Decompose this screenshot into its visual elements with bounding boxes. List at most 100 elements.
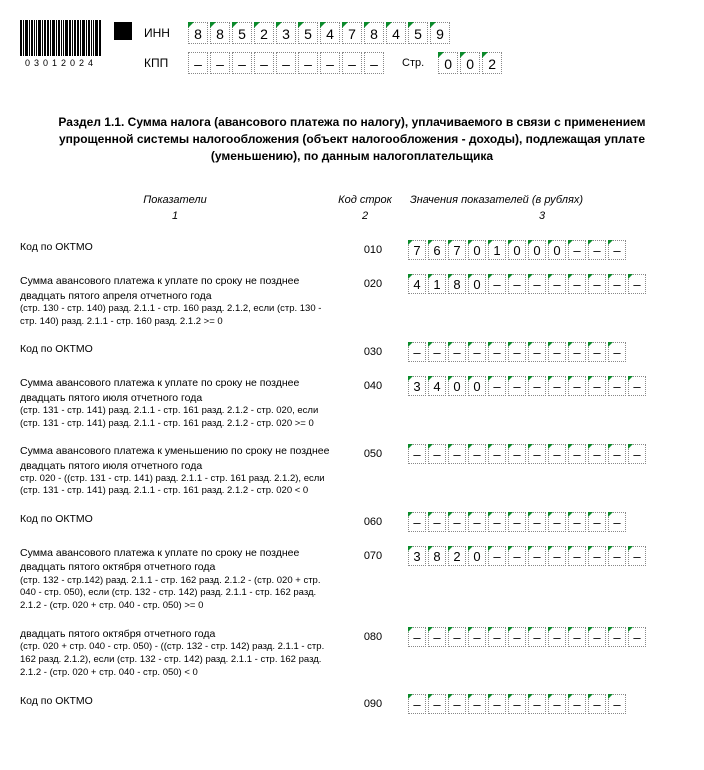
value-cell: – [588,546,606,566]
row-code: 030 [338,342,408,358]
value-cell: – [428,627,446,647]
row-code: 060 [338,512,408,528]
value-cell: 0 [468,376,486,396]
barcode-bars [20,20,102,56]
cell: 8 [364,22,384,44]
row-code: 010 [338,240,408,256]
data-rows: Код по ОКТМО01076701000–––Сумма авансово… [20,240,684,713]
value-cell: – [568,546,586,566]
value-cell: – [448,512,466,532]
cell: – [254,52,274,74]
kpp-cells: ––––––––– [188,52,384,74]
value-cell: – [588,512,606,532]
data-row: Код по ОКТМО090––––––––––– [20,694,684,714]
barcode: 03012024 [20,20,102,68]
value-cell: – [428,342,446,362]
cell: 4 [386,22,406,44]
col-num-1: 1 [20,210,330,222]
value-cell: – [468,342,486,362]
value-cell: – [508,694,526,714]
cell: – [188,52,208,74]
cell: – [342,52,362,74]
value-cell: – [488,444,506,464]
value-cell: – [608,627,626,647]
cell: 0 [460,52,480,74]
row-code: 050 [338,444,408,460]
data-row: Сумма авансового платежа к уплате по сро… [20,376,684,430]
col-num-2: 2 [330,210,400,222]
data-row: Сумма авансового платежа к уплате по сро… [20,274,684,328]
value-cells: 3820–––––––– [408,546,684,566]
col-header-3: Значения показателей (в рублях) [400,194,684,206]
row-label: Код по ОКТМО [20,694,338,708]
value-cell: – [608,274,626,294]
cell: – [364,52,384,74]
value-cell: – [608,376,626,396]
value-cell: – [508,444,526,464]
value-cell: – [588,274,606,294]
value-cell: – [508,376,526,396]
value-cell: 4 [408,274,426,294]
row-code: 020 [338,274,408,290]
row-label: Сумма авансового платежа к уплате по сро… [20,376,338,430]
cell: 5 [298,22,318,44]
value-cell: – [508,512,526,532]
value-cell: – [568,694,586,714]
section-title: Раздел 1.1. Сумма налога (авансового пла… [40,114,664,164]
row-code: 040 [338,376,408,392]
page-label: Стр. [402,57,424,69]
barcode-number: 03012024 [25,58,97,68]
value-cell: – [468,512,486,532]
cell: 4 [320,22,340,44]
value-cell: – [548,627,566,647]
value-cell: – [608,694,626,714]
value-cell: – [428,444,446,464]
value-cell: 0 [448,376,466,396]
value-cell: – [568,342,586,362]
col-header-1: Показатели [20,194,330,206]
value-cell: 0 [468,240,486,260]
value-cell: – [588,376,606,396]
value-cell: – [608,240,626,260]
value-cells: –––––––––––– [408,627,684,647]
value-cell: – [508,274,526,294]
value-cell: – [628,546,646,566]
value-cell: 8 [448,274,466,294]
value-cells: ––––––––––– [408,342,684,362]
value-cells: 3400–––––––– [408,376,684,396]
value-cell: 0 [508,240,526,260]
value-cell: – [548,274,566,294]
cell: 2 [482,52,502,74]
value-cell: – [448,342,466,362]
cell: 0 [438,52,458,74]
value-cell: – [548,444,566,464]
value-cell: – [468,444,486,464]
value-cell: – [608,512,626,532]
value-cell: – [488,694,506,714]
inn-label: ИНН [144,26,178,40]
value-cell: – [528,444,546,464]
inn-cells: 885235478459 [188,22,450,44]
value-cell: – [408,627,426,647]
value-cell: 8 [428,546,446,566]
value-cell: – [488,512,506,532]
cell: 2 [254,22,274,44]
value-cell: – [528,512,546,532]
value-cell: – [568,376,586,396]
value-cell: – [528,694,546,714]
cell: 3 [276,22,296,44]
col-num-3: 3 [400,210,684,222]
cell: – [298,52,318,74]
value-cell: – [568,240,586,260]
row-label: Сумма авансового платежа к уплате по сро… [20,274,338,328]
value-cell: – [548,512,566,532]
data-row: Сумма авансового платежа к уменьшению по… [20,444,684,498]
id-block: ИНН 885235478459 КПП ––––––––– Стр. 002 [144,22,502,74]
cell: – [232,52,252,74]
data-row: Код по ОКТМО01076701000––– [20,240,684,260]
value-cell: – [448,444,466,464]
value-cell: – [528,376,546,396]
value-cell: – [528,342,546,362]
value-cell: – [588,627,606,647]
value-cell: 7 [448,240,466,260]
